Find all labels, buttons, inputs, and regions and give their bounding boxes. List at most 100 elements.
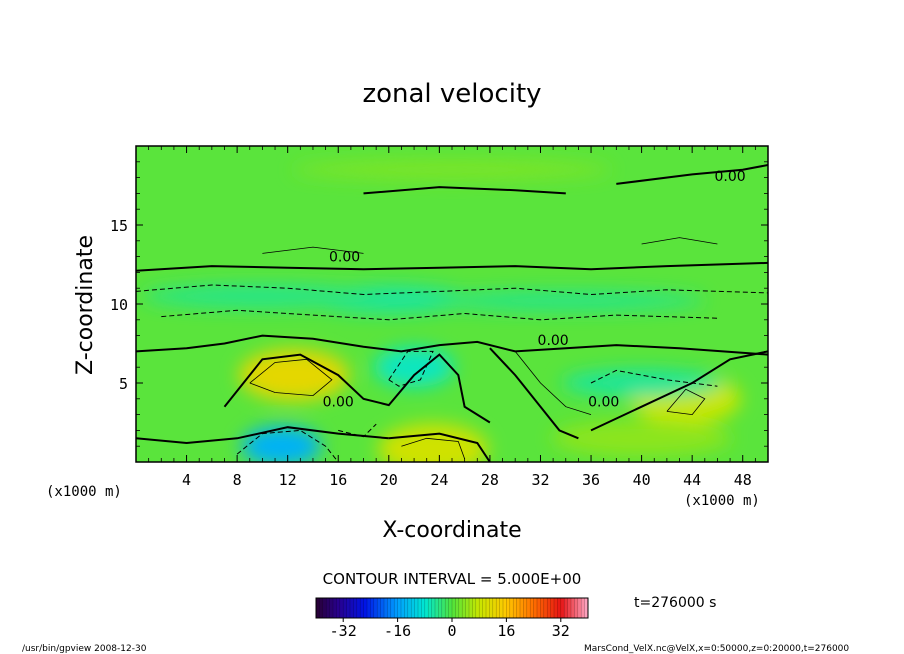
footer-left: /usr/bin/gpview 2008-12-30: [22, 644, 147, 654]
colorbar-cell: [475, 598, 480, 618]
shading-band-3: [551, 420, 732, 457]
colorbar-cell: [574, 598, 579, 618]
colorbar-cell: [435, 598, 439, 618]
colorbar-cell: [496, 598, 500, 618]
contour-neg-2: [236, 429, 339, 462]
colorbar-cell: [445, 598, 449, 618]
x-tick-label: 20: [380, 471, 398, 489]
colorbar-cell: [380, 598, 385, 618]
contour-zero-0: [136, 261, 768, 272]
contour-pos-3: [514, 351, 592, 415]
colorbar-cell: [543, 598, 548, 618]
colorbar-cell: [370, 598, 375, 618]
colorbar-cell: [571, 598, 575, 618]
colorbar-cell: [530, 598, 534, 618]
contour-pos-0: [249, 358, 333, 397]
colorbar-cell: [560, 598, 565, 618]
shading-band-0: [142, 284, 383, 309]
colorbar-cell: [584, 598, 589, 618]
colorbar-cell: [520, 598, 524, 618]
colorbar-cell: [373, 598, 378, 618]
x-tick-label: 36: [582, 471, 600, 489]
contour-zero-3: [489, 347, 579, 440]
y-axis-ticks: 5 10 15: [110, 161, 768, 447]
colorbar-cell: [377, 598, 381, 618]
contour-zero-2: [223, 353, 491, 424]
colorbar-cell: [384, 598, 388, 618]
x-tick-label: 44: [683, 471, 701, 489]
colorbar-cell: [414, 598, 419, 618]
colorbar-cell: [564, 598, 568, 618]
colorbar-cell: [503, 598, 507, 618]
contour-zero-5: [363, 186, 566, 195]
colorbar-tick-label: -32: [330, 622, 357, 640]
shading-blob-1: [378, 423, 489, 462]
shading-blob-4: [374, 347, 455, 388]
x-unit-label-right: (x1000 m): [684, 493, 760, 509]
x-tick-label: 48: [734, 471, 752, 489]
colorbar-cell: [424, 598, 429, 618]
colorbar-cell: [343, 598, 347, 618]
colorbar-cell: [394, 598, 398, 618]
colorbar-cell: [363, 598, 368, 618]
contour-neg-0: [136, 284, 768, 296]
colorbar-cell: [523, 598, 528, 618]
y-tick-label: 10: [110, 296, 128, 314]
contour-label: 0.00: [714, 169, 745, 185]
colorbar-cell: [509, 598, 514, 618]
y-axis-label: Z-coordinate: [73, 235, 98, 375]
contour-zero-8: [388, 432, 491, 462]
colorbar-cell: [479, 598, 483, 618]
colorbar-cell: [333, 598, 337, 618]
colorbar-cell: [346, 598, 351, 618]
colorbar-cell: [540, 598, 545, 618]
chart-title: zonal velocity: [362, 79, 541, 109]
contour-neg-3: [388, 350, 434, 387]
colorbar-tick-label: -16: [384, 622, 411, 640]
contour-neg-5: [338, 423, 377, 438]
colorbar-cell: [455, 598, 460, 618]
colorbar-cell: [411, 598, 415, 618]
x-tick-label: 4: [182, 471, 191, 489]
colorbar-cell: [486, 598, 490, 618]
colorbar-tick-label: 0: [447, 622, 456, 640]
colorbar-cell: [526, 598, 531, 618]
y-tick-label: 5: [119, 375, 128, 393]
contour-label: 0.00: [538, 333, 569, 349]
colorbar-cell: [448, 598, 453, 618]
colorbar-cell: [499, 598, 504, 618]
x-tick-label: 32: [531, 471, 549, 489]
colorbar: [315, 598, 589, 618]
footer-right: MarsCond_VelX.nc@VelX,x=0:50000,z=0:2000…: [584, 644, 849, 654]
colorbar-cell: [326, 598, 330, 618]
colorbar-cell: [367, 598, 371, 618]
x-axis-ticks: 4 8 12 16 20 24 28 32 36 40 44 48: [148, 146, 756, 489]
colorbar-cell: [465, 598, 470, 618]
plot-area: 0.00 0.00 0.00 0.00 0.00: [136, 146, 768, 462]
contour-label: 0.00: [323, 395, 354, 411]
contour-label: 0.00: [588, 395, 619, 411]
contour-pos-5: [641, 237, 718, 245]
colorbar-tick-label: 16: [497, 622, 515, 640]
contour-pos-1: [401, 437, 465, 459]
colorbar-cell: [418, 598, 422, 618]
colorbar-cell: [557, 598, 562, 618]
colorbar-cell: [356, 598, 361, 618]
x-axis-label: X-coordinate: [382, 518, 521, 543]
colorbar-cell: [489, 598, 494, 618]
colorbar-ticks: -32 -16 0 16 32: [330, 618, 570, 640]
colorbar-cell: [322, 598, 327, 618]
colorbar-cell: [360, 598, 364, 618]
x-tick-label: 24: [430, 471, 448, 489]
colorbar-cell: [547, 598, 551, 618]
shading-layer: [142, 159, 741, 462]
colorbar-cell: [329, 598, 334, 618]
contour-interval: CONTOUR INTERVAL = 5.000E+00: [323, 570, 582, 588]
colorbar-cell: [350, 598, 354, 618]
colorbar-cell: [516, 598, 521, 618]
contour-zero-1: [136, 334, 768, 356]
shading-blob-0: [239, 349, 349, 402]
colorbar-cell: [533, 598, 538, 618]
